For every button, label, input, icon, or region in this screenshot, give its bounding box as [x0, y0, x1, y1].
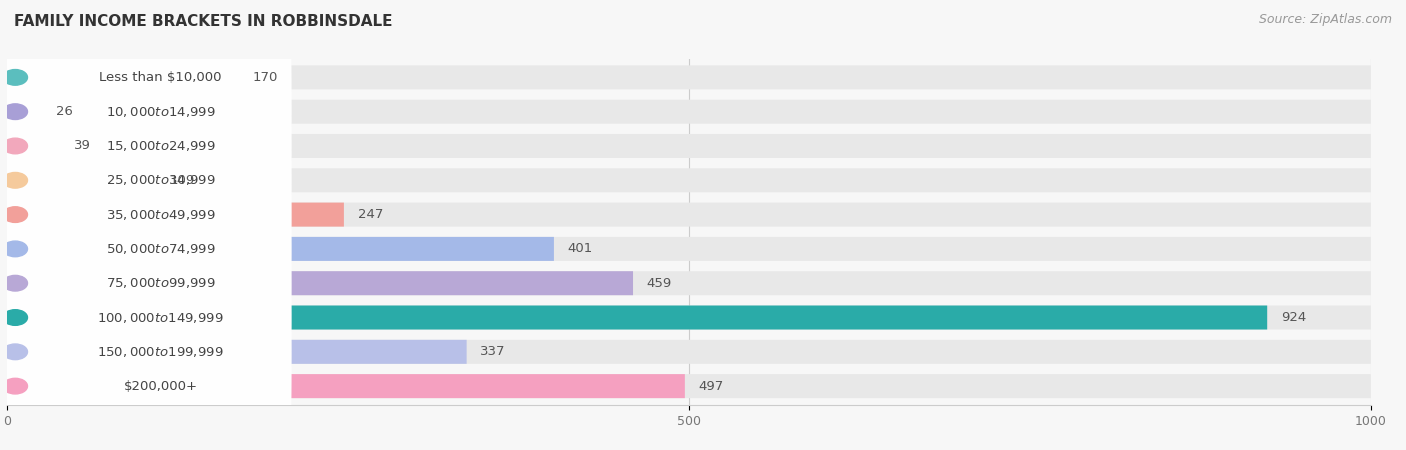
Text: FAMILY INCOME BRACKETS IN ROBBINSDALE: FAMILY INCOME BRACKETS IN ROBBINSDALE	[14, 14, 392, 28]
FancyBboxPatch shape	[7, 271, 1371, 295]
FancyBboxPatch shape	[6, 50, 291, 242]
Text: 26: 26	[56, 105, 73, 118]
Text: 247: 247	[357, 208, 382, 221]
Text: $150,000 to $199,999: $150,000 to $199,999	[97, 345, 224, 359]
FancyBboxPatch shape	[6, 0, 291, 173]
FancyBboxPatch shape	[7, 306, 1267, 329]
Text: 401: 401	[568, 243, 593, 256]
FancyBboxPatch shape	[7, 65, 1371, 90]
Text: $10,000 to $14,999: $10,000 to $14,999	[105, 105, 215, 119]
Text: 109: 109	[169, 174, 194, 187]
Text: 170: 170	[253, 71, 278, 84]
Text: $75,000 to $99,999: $75,000 to $99,999	[105, 276, 215, 290]
Text: $15,000 to $24,999: $15,000 to $24,999	[105, 139, 215, 153]
FancyBboxPatch shape	[7, 65, 239, 90]
FancyBboxPatch shape	[7, 168, 156, 192]
FancyBboxPatch shape	[6, 187, 291, 379]
FancyBboxPatch shape	[7, 99, 42, 124]
FancyBboxPatch shape	[6, 290, 291, 450]
Text: $25,000 to $34,999: $25,000 to $34,999	[105, 173, 215, 187]
Ellipse shape	[3, 207, 28, 222]
FancyBboxPatch shape	[6, 256, 291, 448]
Text: 924: 924	[1281, 311, 1306, 324]
Text: Less than $10,000: Less than $10,000	[100, 71, 222, 84]
Ellipse shape	[3, 344, 28, 360]
FancyBboxPatch shape	[6, 118, 291, 310]
Text: $100,000 to $149,999: $100,000 to $149,999	[97, 310, 224, 324]
Text: $35,000 to $49,999: $35,000 to $49,999	[105, 207, 215, 221]
FancyBboxPatch shape	[7, 202, 344, 227]
Ellipse shape	[3, 275, 28, 291]
Text: $200,000+: $200,000+	[124, 380, 197, 393]
FancyBboxPatch shape	[7, 202, 1371, 227]
FancyBboxPatch shape	[7, 168, 1371, 192]
FancyBboxPatch shape	[7, 374, 1371, 398]
Ellipse shape	[3, 241, 28, 257]
Text: 497: 497	[699, 380, 724, 393]
FancyBboxPatch shape	[7, 134, 60, 158]
FancyBboxPatch shape	[7, 237, 1371, 261]
FancyBboxPatch shape	[6, 221, 291, 414]
FancyBboxPatch shape	[7, 237, 554, 261]
Text: 39: 39	[75, 140, 91, 153]
Ellipse shape	[3, 172, 28, 188]
Text: 459: 459	[647, 277, 672, 290]
FancyBboxPatch shape	[7, 374, 685, 398]
FancyBboxPatch shape	[7, 340, 1371, 364]
Ellipse shape	[3, 138, 28, 154]
Text: 337: 337	[481, 345, 506, 358]
Text: Source: ZipAtlas.com: Source: ZipAtlas.com	[1258, 14, 1392, 27]
FancyBboxPatch shape	[7, 271, 633, 295]
FancyBboxPatch shape	[6, 153, 291, 345]
FancyBboxPatch shape	[7, 134, 1371, 158]
FancyBboxPatch shape	[7, 99, 1371, 124]
Ellipse shape	[3, 104, 28, 120]
FancyBboxPatch shape	[7, 340, 467, 364]
FancyBboxPatch shape	[7, 306, 1371, 329]
FancyBboxPatch shape	[6, 16, 291, 208]
Ellipse shape	[3, 70, 28, 85]
Text: $50,000 to $74,999: $50,000 to $74,999	[105, 242, 215, 256]
FancyBboxPatch shape	[6, 84, 291, 276]
Ellipse shape	[3, 378, 28, 394]
Ellipse shape	[3, 310, 28, 325]
